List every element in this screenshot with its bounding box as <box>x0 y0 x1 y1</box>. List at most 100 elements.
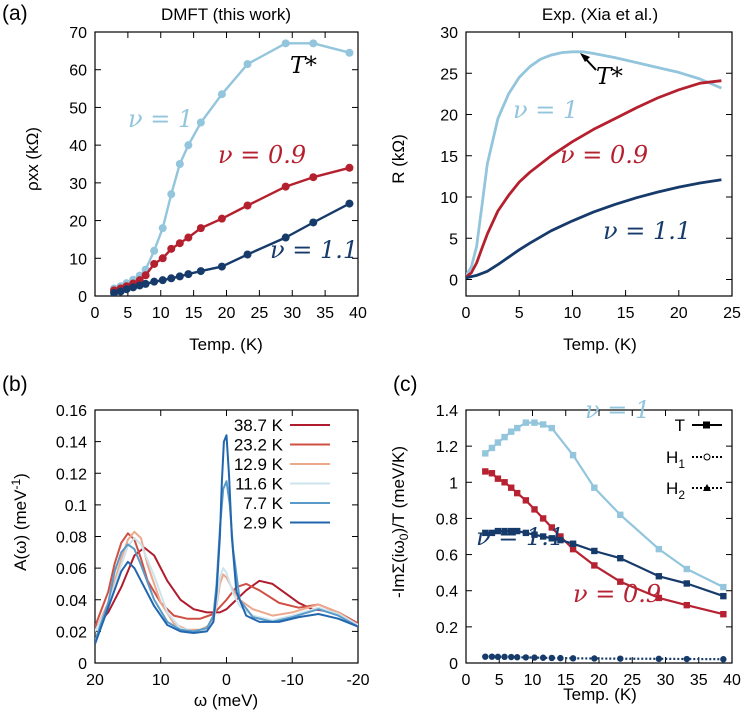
c-nu11-label: ν = 1.1 <box>476 523 564 551</box>
a1-point <box>184 270 193 279</box>
c-point <box>617 511 624 519</box>
a1-nu1-label: ν = 1 <box>128 105 193 133</box>
c-xtick-label: 15 <box>557 672 575 689</box>
a1-series-line-1 <box>113 166 350 292</box>
a1-xtick-label: 0 <box>91 305 100 322</box>
b-series-line-4 <box>95 480 358 642</box>
c-point <box>514 489 521 497</box>
a2-ylabel: R (kΩ) <box>389 134 408 184</box>
c-point <box>557 533 564 540</box>
a1-point <box>196 118 205 127</box>
c-ytick-label: 1 <box>449 475 458 492</box>
a2-tstar-arrowhead <box>580 53 590 62</box>
a1-point <box>141 279 150 288</box>
b-xtick-label: -20 <box>346 672 369 689</box>
c-legend-marker <box>703 453 711 461</box>
a1-point <box>167 274 176 283</box>
b-ytick-label: 0.16 <box>56 403 87 420</box>
b-ytick-label: 0 <box>78 656 87 673</box>
b-ytick-label: 0.02 <box>56 624 87 641</box>
a1-point <box>309 39 318 48</box>
b-series-line-0 <box>95 546 358 629</box>
c-point <box>531 531 538 538</box>
a2-xtick-label: 20 <box>670 305 688 322</box>
a1-point <box>281 182 290 191</box>
a1-ytick-label: 0 <box>78 289 87 306</box>
c-ytick-label: 0.2 <box>436 620 458 637</box>
c-point <box>488 470 496 477</box>
a1-point <box>217 262 226 271</box>
c-point <box>508 653 515 661</box>
a1-xlabel: Temp. (K) <box>189 335 263 354</box>
c-point <box>557 654 564 662</box>
a1-xtick-label: 35 <box>316 305 334 322</box>
a2-xtick-label: 0 <box>462 305 471 322</box>
c-point <box>531 506 538 513</box>
a1-point <box>217 90 226 99</box>
a2-xtick-label: 5 <box>515 305 524 322</box>
a1-ytick-label: 20 <box>69 214 87 231</box>
a1-ytick-label: 70 <box>69 25 87 42</box>
c-point <box>501 653 508 661</box>
c-legend: T H1 H2 <box>666 416 722 502</box>
b-legend-label: 11.6 K <box>235 475 284 494</box>
a1-ytick-label: 30 <box>69 176 87 193</box>
a1-point <box>309 218 318 227</box>
a1-xtick-label: 15 <box>185 305 203 322</box>
b-series-line-1 <box>95 532 358 627</box>
c-point <box>501 527 508 535</box>
b-xtick-label: 0 <box>222 672 231 689</box>
c-point <box>488 529 496 537</box>
c-legend-marker <box>703 421 710 429</box>
c-point <box>569 655 577 662</box>
c-point <box>655 573 663 580</box>
panel-a2-experiment: Exp. (Xia et al.) Temp. (K) R (kΩ) 0 5 10 1… <box>389 5 741 354</box>
a1-point <box>129 283 138 292</box>
c-point <box>683 601 690 609</box>
c-xtick-label: 30 <box>657 672 675 689</box>
a1-point <box>175 239 184 248</box>
a1-point <box>158 276 167 285</box>
panel-b-spectral: ω (meV) A(ω) (meV-1) 20 10 0 -10 -20 0 0.02 0.0… <box>9 403 370 710</box>
c-nu1-label: ν = 1 <box>585 396 650 424</box>
a2-series-line-0 <box>466 50 722 277</box>
a1-xtick-label: 20 <box>218 305 236 322</box>
a1-title: DMFT (this work) <box>161 5 291 24</box>
b-legend-label: 7.7 K <box>243 494 283 513</box>
c-point <box>482 653 489 660</box>
a1-point <box>345 199 354 208</box>
a1-nu11-label: ν = 1.1 <box>270 236 358 264</box>
panel-label-b: (b) <box>2 373 28 396</box>
c-point <box>683 565 690 573</box>
a1-point <box>309 173 318 182</box>
c-point <box>514 527 521 535</box>
a1-xtick-label: 30 <box>283 305 301 322</box>
b-legend: 38.7 K23.2 K12.9 K11.6 K7.7 K2.9 K <box>234 416 330 533</box>
c-point <box>720 592 727 600</box>
a2-nu1-label: ν = 1 <box>513 96 578 124</box>
c-point <box>569 540 577 547</box>
a1-point <box>281 39 290 48</box>
b-ytick-label: 0.06 <box>56 561 87 578</box>
a1-point <box>281 233 290 242</box>
c-point <box>548 654 555 662</box>
a2-xtick-label: 15 <box>617 305 635 322</box>
c-ytick-label: 1.4 <box>436 403 458 420</box>
c-point <box>539 654 547 661</box>
a1-point <box>184 141 193 150</box>
b-legend-label: 12.9 K <box>234 455 284 474</box>
a1-point <box>141 271 150 280</box>
c-point <box>591 562 598 569</box>
a1-point <box>110 288 119 296</box>
c-point <box>548 524 555 531</box>
c-xtick-label: 0 <box>462 672 471 689</box>
a1-point <box>345 163 354 172</box>
a1-point <box>345 48 354 57</box>
b-series-line-2 <box>95 530 358 632</box>
a1-xtick-label: 40 <box>349 305 367 322</box>
c-point <box>548 424 555 432</box>
c-nu09-label: ν = 0.9 <box>573 580 661 608</box>
a1-xtick-label: 10 <box>152 305 170 322</box>
b-ytick-label: 0.14 <box>56 435 87 452</box>
